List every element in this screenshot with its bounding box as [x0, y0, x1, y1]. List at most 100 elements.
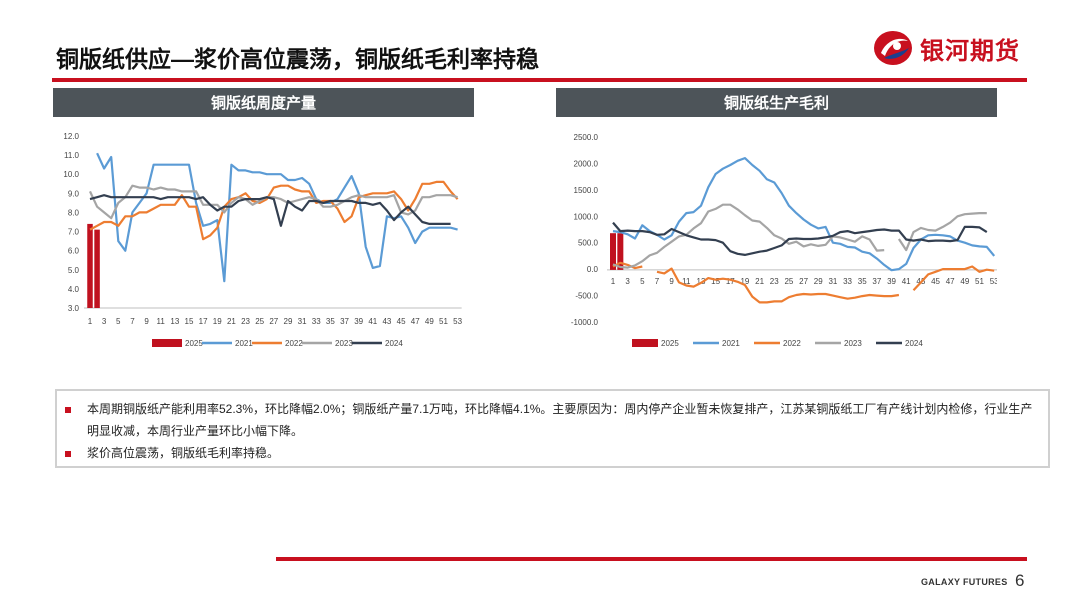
legend-label-2023: 2023 — [335, 339, 353, 348]
y-tick-label: 7.0 — [68, 228, 80, 237]
y-tick-label: 2000.0 — [574, 159, 599, 168]
y-tick-label: 8.0 — [68, 208, 80, 217]
x-tick-label: 39 — [887, 277, 896, 286]
x-tick-label: 41 — [368, 317, 377, 326]
y-tick-label: 0.0 — [587, 265, 599, 274]
y-tick-label: 2500.0 — [574, 133, 599, 142]
x-tick-label: 35 — [858, 277, 867, 286]
bar-2025 — [617, 233, 624, 270]
x-tick-label: 27 — [269, 317, 278, 326]
x-tick-label: 53 — [990, 277, 997, 286]
legend-label-2022: 2022 — [783, 339, 801, 348]
legend-swatch-2025 — [632, 339, 658, 347]
x-tick-label: 53 — [453, 317, 462, 326]
footer-rule — [276, 557, 1027, 561]
x-tick-label: 49 — [425, 317, 434, 326]
y-tick-label: 500.0 — [578, 239, 599, 248]
legend-label-2025: 2025 — [185, 339, 203, 348]
chart-title-right: 铜版纸生产毛利 — [556, 88, 997, 117]
legend-label-2025: 2025 — [661, 339, 679, 348]
x-tick-label: 13 — [170, 317, 179, 326]
bar-2025 — [94, 229, 100, 308]
bar-2025 — [610, 233, 616, 270]
logo-text: 银河期货 — [920, 37, 1020, 65]
x-tick-label: 5 — [640, 277, 645, 286]
x-tick-label: 51 — [439, 317, 448, 326]
x-tick-label: 37 — [340, 317, 349, 326]
x-tick-label: 11 — [157, 317, 166, 326]
note-item: 本周期铜版纸产能利用率52.3%，环比降幅2.0%；铜版纸产量7.1万吨，环比降… — [65, 398, 1034, 442]
x-tick-label: 37 — [872, 277, 881, 286]
legend-swatch-2025 — [152, 339, 182, 347]
y-tick-label: 9.0 — [68, 189, 80, 198]
x-tick-label: 25 — [255, 317, 264, 326]
x-tick-label: 21 — [755, 277, 764, 286]
series-line-2021 — [96, 152, 458, 283]
galaxy-futures-logo-icon — [874, 31, 912, 65]
x-tick-label: 45 — [931, 277, 940, 286]
series-line-2023 — [897, 211, 987, 252]
gross-margin-line-chart: -1000.0 -500.0 0.0 500.0 1000.0 1500.0 2000.0 2… — [571, 133, 997, 348]
y-tick-label: 10.0 — [63, 170, 79, 179]
series-line-2021 — [612, 156, 996, 272]
y-tick-label: 6.0 — [68, 247, 80, 256]
legend-label-2024: 2024 — [385, 339, 403, 348]
x-tick-label: 11 — [682, 277, 691, 286]
x-tick-label: 17 — [726, 277, 735, 286]
x-tick-label: 7 — [655, 277, 660, 286]
x-tick-label: 33 — [843, 277, 852, 286]
y-tick-label: 5.0 — [68, 266, 80, 275]
x-tick-label: 5 — [116, 317, 121, 326]
x-tick-label: 25 — [784, 277, 793, 286]
bar-2025 — [87, 223, 93, 308]
x-tick-label: 31 — [298, 317, 307, 326]
x-tick-label: 3 — [102, 317, 107, 326]
x-tick-label: 23 — [770, 277, 779, 286]
series-line-2023 — [89, 184, 458, 220]
series-line-2024 — [612, 221, 988, 256]
y-tick-label: 11.0 — [64, 151, 80, 160]
series-line-2023 — [612, 203, 885, 269]
chart-title-left: 铜版纸周度产量 — [53, 88, 474, 117]
legend-label-2022: 2022 — [285, 339, 303, 348]
y-tick-label: 1500.0 — [574, 186, 599, 195]
legend-label-2021: 2021 — [235, 339, 253, 348]
x-tick-label: 1 — [611, 277, 616, 286]
y-tick-label: 1000.0 — [574, 212, 599, 221]
x-tick-label: 15 — [185, 317, 194, 326]
x-tick-label: 47 — [946, 277, 955, 286]
y-tick-label: 12.0 — [63, 132, 79, 141]
x-tick-label: 15 — [711, 277, 720, 286]
header-rule — [52, 78, 1027, 82]
series-line-2024 — [89, 194, 451, 227]
x-tick-label: 45 — [397, 317, 406, 326]
x-tick-label: 35 — [326, 317, 335, 326]
series-line-2022 — [89, 180, 459, 241]
x-tick-label: 9 — [669, 277, 674, 286]
y-tick-label: -1000.0 — [571, 318, 599, 327]
page-number: 6 — [1015, 571, 1025, 590]
y-tick-label: -500.0 — [575, 292, 598, 301]
y-tick-label: 4.0 — [68, 285, 80, 294]
x-tick-label: 29 — [814, 277, 823, 286]
series-line-2022 — [912, 265, 995, 292]
x-tick-label: 47 — [411, 317, 420, 326]
x-tick-label: 19 — [740, 277, 749, 286]
x-tick-label: 9 — [144, 317, 149, 326]
legend-label-2021: 2021 — [722, 339, 740, 348]
x-tick-label: 49 — [960, 277, 969, 286]
notes-box: 本周期铜版纸产能利用率52.3%，环比降幅2.0%；铜版纸产量7.1万吨，环比降… — [55, 389, 1050, 468]
x-tick-label: 51 — [975, 277, 984, 286]
x-tick-label: 29 — [284, 317, 293, 326]
legend-label-2023: 2023 — [844, 339, 862, 348]
x-tick-label: 43 — [382, 317, 391, 326]
x-tick-label: 33 — [312, 317, 321, 326]
x-tick-label: 17 — [199, 317, 208, 326]
x-tick-label: 27 — [799, 277, 808, 286]
legend-label-2024: 2024 — [905, 339, 923, 348]
x-tick-label: 39 — [354, 317, 363, 326]
y-tick-label: 3.0 — [68, 304, 80, 313]
x-tick-label: 21 — [227, 317, 236, 326]
series-line-2022 — [656, 267, 900, 304]
x-tick-label: 23 — [241, 317, 250, 326]
